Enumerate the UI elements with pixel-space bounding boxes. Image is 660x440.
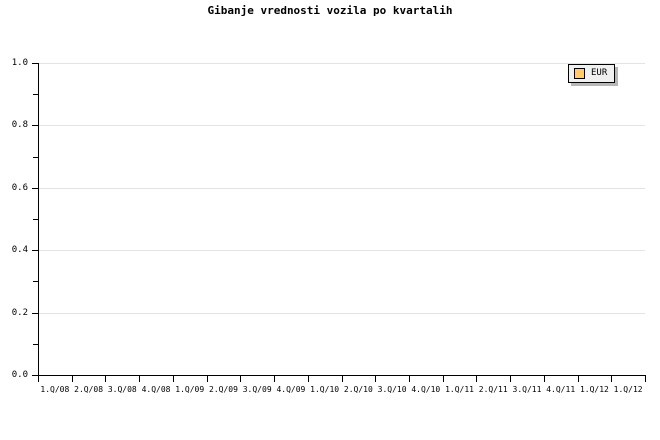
plot-area	[38, 63, 645, 375]
x-axis-tick	[443, 376, 444, 382]
x-axis-tick-label: 3.Q/11	[512, 385, 542, 394]
x-axis-tick	[578, 376, 579, 382]
x-axis-tick-label: 1.Q/12	[613, 385, 643, 394]
legend-label-eur: EUR	[591, 68, 608, 78]
x-axis-line	[38, 375, 646, 376]
x-axis-tick	[274, 376, 275, 382]
x-axis-tick-label: 1.Q/10	[310, 385, 340, 394]
y-axis-minor-tick	[33, 281, 38, 283]
x-axis-tick-label: 1.Q/09	[175, 385, 205, 394]
x-axis-tick	[173, 376, 174, 382]
y-axis-tick	[32, 250, 38, 252]
x-axis-tick	[611, 376, 612, 382]
x-axis-tick-label: 1.Q/12	[579, 385, 609, 394]
x-axis-tick	[342, 376, 343, 382]
gridline	[38, 63, 645, 64]
x-axis-tick-label: 2.Q/11	[478, 385, 508, 394]
y-axis-minor-tick	[33, 156, 38, 158]
x-axis-tick-label: 3.Q/10	[377, 385, 407, 394]
x-axis-tick-label: 4.Q/11	[546, 385, 576, 394]
x-axis-tick	[544, 376, 545, 382]
y-axis-tick-label: 1.0	[11, 58, 28, 68]
x-axis-tick	[139, 376, 140, 382]
x-axis-tick-label: 1.Q/11	[445, 385, 474, 394]
gridline	[38, 125, 645, 127]
x-axis-tick-label: 4.Q/10	[411, 385, 441, 394]
x-axis-tick	[645, 376, 646, 382]
y-axis-tick	[32, 375, 38, 376]
y-axis-minor-tick	[33, 343, 38, 345]
x-axis-tick-label: 2.Q/09	[209, 385, 238, 394]
x-axis-tick	[308, 376, 309, 382]
x-axis-tick	[476, 376, 477, 382]
x-axis-tick-label: 3.Q/09	[242, 385, 272, 394]
x-axis-tick	[105, 376, 106, 382]
y-axis-tick-label: 0.6	[11, 182, 28, 193]
x-axis-tick-label: 3.Q/08	[107, 385, 137, 394]
x-axis-tick-label: 4.Q/08	[141, 385, 171, 394]
y-axis-minor-tick	[33, 219, 38, 220]
x-axis-tick	[510, 376, 511, 382]
y-axis-minor-tick	[33, 94, 38, 96]
chart-legend[interactable]: EUR	[568, 64, 616, 83]
gridline	[38, 187, 645, 189]
y-axis-tick-label: 0.4	[11, 245, 28, 256]
x-axis-tick	[409, 376, 410, 382]
y-axis-line	[38, 63, 39, 376]
y-axis-tick	[32, 312, 38, 314]
legend-swatch-eur	[574, 68, 585, 79]
x-axis-tick-label: 1.Q/08	[40, 385, 70, 394]
chart-title: Gibanje vrednosti vozila po kvartalih	[207, 4, 453, 17]
y-axis-tick	[32, 187, 38, 189]
gridline	[38, 250, 645, 252]
x-axis-tick-label: 4.Q/09	[276, 385, 306, 394]
gridline	[38, 312, 645, 314]
y-axis-tick-label: 0.8	[11, 120, 28, 131]
y-axis-tick-label: 0.0	[11, 370, 28, 380]
x-axis-tick	[240, 376, 241, 382]
y-axis-tick	[32, 63, 38, 64]
x-axis-tick	[38, 376, 39, 382]
x-axis-tick	[207, 376, 208, 382]
y-axis-tick-label: 0.2	[11, 307, 28, 318]
x-axis-tick-label: 2.Q/10	[343, 385, 373, 394]
x-axis-tick-label: 2.Q/08	[74, 385, 104, 394]
y-axis-tick	[32, 125, 38, 127]
x-axis-tick	[72, 376, 73, 382]
x-axis-tick	[375, 376, 376, 382]
